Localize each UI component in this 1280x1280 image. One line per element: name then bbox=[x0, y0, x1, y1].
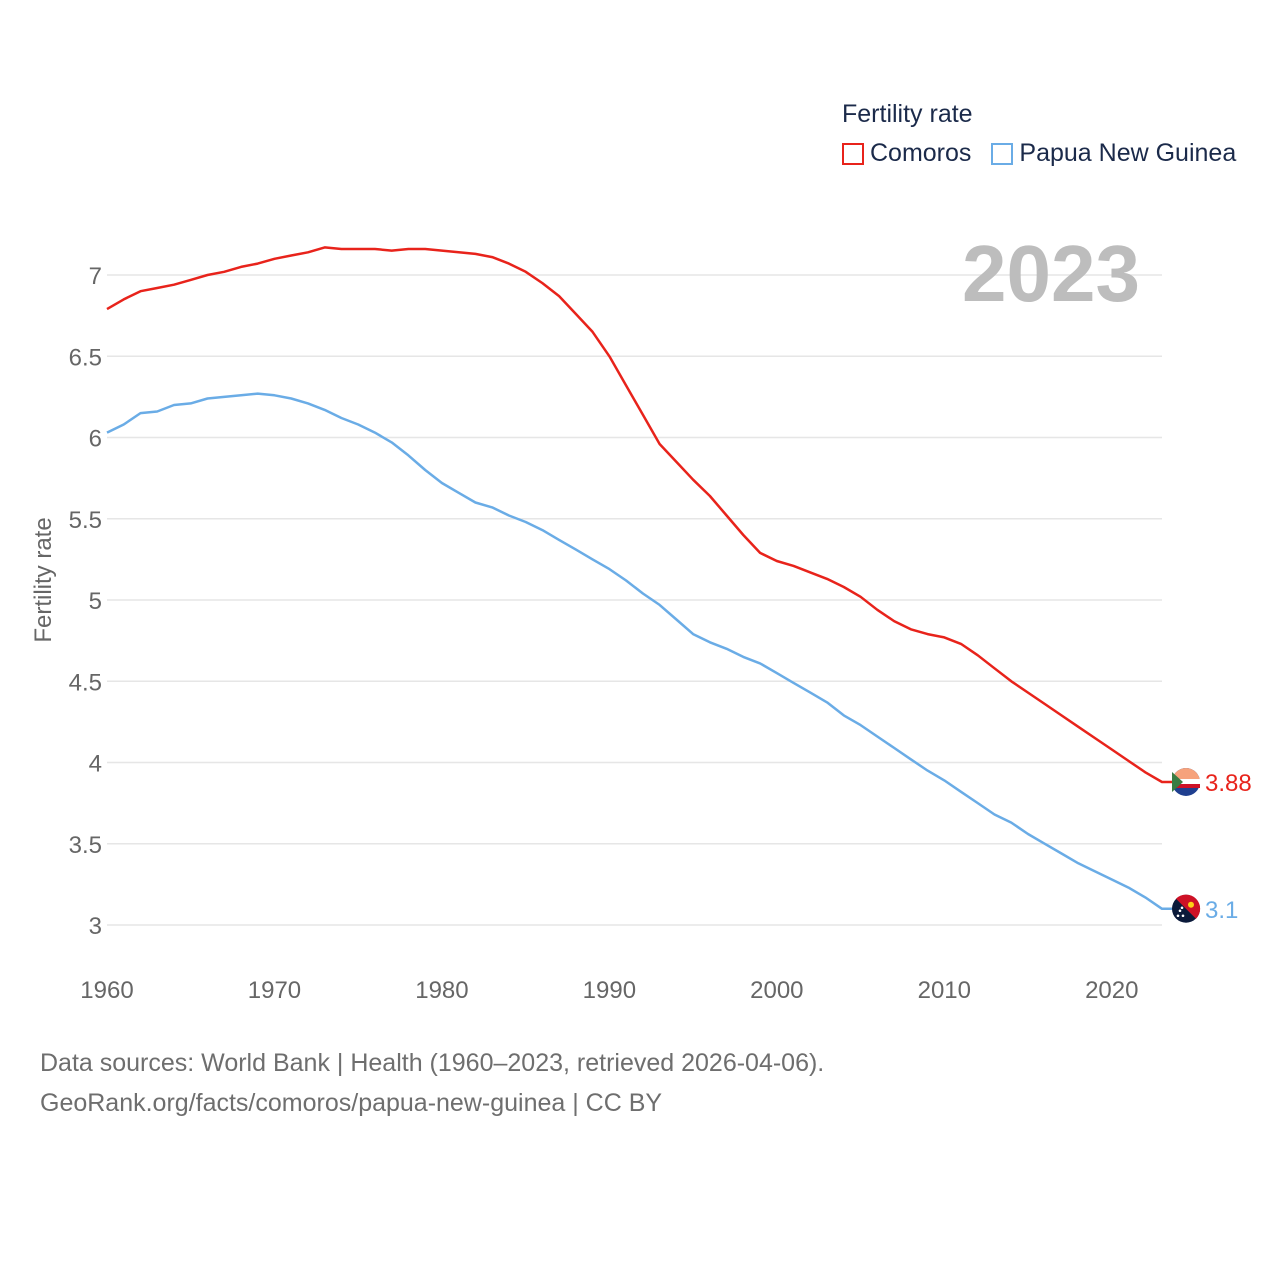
legend-label-papua-new-guinea: Papua New Guinea bbox=[1019, 139, 1237, 167]
flag-icon-papua-new-guinea bbox=[1172, 894, 1201, 923]
end-value-label-papua-new-guinea: 3.1 bbox=[1205, 897, 1238, 924]
x-tick-label: 2010 bbox=[918, 977, 971, 1004]
legend-title: Fertility rate bbox=[842, 100, 973, 128]
x-tick-label: 1990 bbox=[583, 977, 636, 1004]
y-tick-label: 7 bbox=[89, 263, 102, 290]
legend: Fertility rate Comoros Papua New Guinea bbox=[842, 100, 1236, 168]
x-tick-label: 2000 bbox=[750, 977, 803, 1004]
series-line-comoros bbox=[106, 246, 1174, 784]
series-line-papua-new-guinea bbox=[106, 392, 1174, 911]
footer-sources: Data sources: World Bank | Health (1960–… bbox=[40, 1049, 825, 1077]
legend-item-papua-new-guinea[interactable]: Papua New Guinea bbox=[991, 139, 1236, 168]
y-tick-label: 3 bbox=[89, 913, 102, 940]
x-tick-label: 2020 bbox=[1085, 977, 1138, 1004]
legend-swatch-comoros bbox=[842, 142, 864, 165]
current-year: 2023 bbox=[962, 229, 1140, 318]
y-tick-label: 5.5 bbox=[69, 507, 102, 534]
grid-lines bbox=[107, 274, 1162, 926]
legend-swatch-papua-new-guinea bbox=[991, 142, 1014, 165]
y-tick-label: 3.5 bbox=[69, 832, 102, 859]
series-lines bbox=[106, 246, 1174, 911]
x-tick-label: 1970 bbox=[248, 977, 301, 1004]
legend-label-comoros: Comoros bbox=[870, 139, 972, 167]
footer: Data sources: World Bank | Health (1960–… bbox=[40, 1043, 824, 1123]
x-tick-label: 1980 bbox=[415, 977, 468, 1004]
x-tick-label: 1960 bbox=[80, 977, 133, 1004]
y-tick-label: 4 bbox=[89, 751, 102, 778]
end-markers: 3.88 3.1 bbox=[1172, 768, 1252, 924]
flag-icon-comoros bbox=[1172, 768, 1200, 796]
y-tick-label: 4.5 bbox=[69, 669, 102, 696]
footer-link[interactable]: GeoRank.org/facts/comoros/papua-new-guin… bbox=[40, 1089, 663, 1117]
legend-item-comoros[interactable]: Comoros bbox=[842, 139, 971, 168]
y-tick-label: 5 bbox=[89, 588, 102, 615]
x-axis-ticks: 1960 1970 1980 1990 2000 2010 2020 bbox=[80, 977, 1138, 1004]
end-value-label-comoros: 3.88 bbox=[1205, 770, 1252, 797]
y-axis-ticks: 3 3.5 4 4.5 5 5.5 6 6.5 7 bbox=[69, 263, 102, 940]
y-tick-label: 6 bbox=[89, 426, 102, 453]
y-axis-label: Fertility rate bbox=[30, 517, 57, 642]
y-tick-label: 6.5 bbox=[69, 344, 102, 371]
